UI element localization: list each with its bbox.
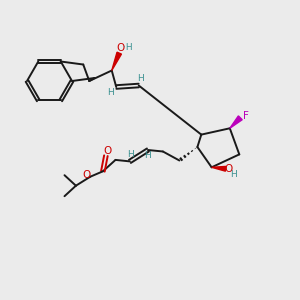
Polygon shape — [230, 116, 242, 128]
Text: H: H — [230, 170, 237, 179]
Text: F: F — [243, 111, 249, 121]
Text: H: H — [144, 152, 151, 160]
Text: H: H — [137, 74, 144, 83]
Text: ·H: ·H — [123, 43, 133, 52]
Text: O: O — [225, 164, 233, 174]
Text: H: H — [107, 88, 114, 97]
Text: O: O — [82, 170, 90, 180]
Text: O: O — [117, 43, 125, 53]
Text: H: H — [127, 150, 134, 159]
Polygon shape — [112, 52, 122, 70]
Text: O: O — [103, 146, 112, 156]
Polygon shape — [212, 167, 226, 171]
